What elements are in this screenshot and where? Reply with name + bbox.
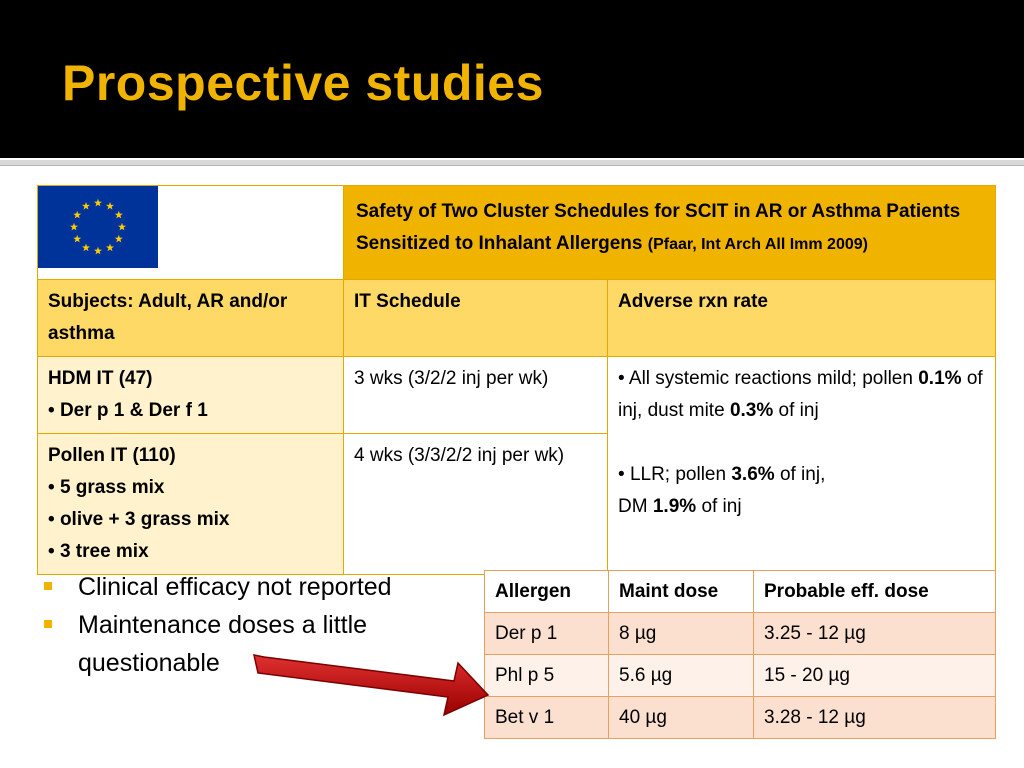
- maint-dose-cell: 40 µg: [608, 696, 754, 739]
- star-icon: [106, 202, 114, 210]
- table-row: Bet v 1 40 µg 3.28 - 12 µg: [484, 696, 996, 739]
- subject-cell: HDM IT (47) • Der p 1 & Der f 1: [37, 356, 344, 434]
- bullet-list: Clinical efficacy not reported Maintenan…: [44, 568, 464, 682]
- table-row: HDM IT (47) • Der p 1 & Der f 1 3 wks (3…: [37, 356, 996, 575]
- schedule-cell: 3 wks (3/2/2 inj per wk): [343, 356, 608, 434]
- star-icon: [70, 222, 78, 231]
- allergen-cell: Phl p 5: [484, 654, 609, 697]
- column-header-adverse: Adverse rxn rate: [607, 279, 996, 357]
- subject-bullet: • olive + 3 grass mix: [48, 509, 230, 530]
- star-icon: [118, 222, 126, 231]
- dose-header-allergen: Allergen: [484, 570, 609, 613]
- schedule-text: 3 wks (3/2/2 inj per wk): [354, 368, 549, 389]
- title-divider: [0, 160, 1024, 166]
- column-header-row: Subjects: Adult, AR and/or asthma IT Sch…: [37, 279, 996, 357]
- subject-cell: Pollen IT (110) • 5 grass mix • olive + …: [37, 433, 344, 575]
- star-icon: [94, 246, 102, 255]
- column-header-subjects: Subjects: Adult, AR and/or asthma: [37, 279, 344, 357]
- subject-bullet: • 3 tree mix: [48, 541, 149, 562]
- slide-title: Prospective studies: [62, 55, 544, 111]
- star-icon: [73, 210, 82, 219]
- allergen-cell: Bet v 1: [484, 696, 609, 739]
- probable-dose-cell: 15 - 20 µg: [753, 654, 996, 697]
- dose-header-probable: Probable eff. dose: [753, 570, 996, 613]
- star-icon: [114, 234, 123, 243]
- study-table: Safety of Two Cluster Schedules for SCIT…: [37, 185, 996, 575]
- star-icon: [73, 234, 82, 243]
- dose-table: Allergen Maint dose Probable eff. dose D…: [484, 570, 996, 739]
- star-icon: [82, 202, 90, 210]
- schedule-cell: 4 wks (3/3/2/2 inj per wk): [343, 433, 608, 575]
- study-title-cell: Safety of Two Cluster Schedules for SCIT…: [343, 185, 996, 280]
- star-icon: [114, 210, 123, 219]
- list-item: Clinical efficacy not reported: [44, 568, 464, 606]
- column-header-schedule: IT Schedule: [343, 279, 608, 357]
- maint-dose-cell: 5.6 µg: [608, 654, 754, 697]
- allergen-cell: Der p 1: [484, 612, 609, 655]
- systemic-reactions-text: • All systemic reactions mild; pollen 0.…: [618, 368, 983, 421]
- subject-label: HDM IT (47): [48, 368, 153, 389]
- adverse-cell: • All systemic reactions mild; pollen 0.…: [607, 356, 996, 575]
- column-header-label: Subjects: Adult, AR and/or asthma: [48, 291, 288, 344]
- schedule-text: 4 wks (3/3/2/2 inj per wk): [354, 445, 565, 466]
- list-item: Maintenance doses a little questionable: [44, 606, 464, 682]
- maint-dose-cell: 8 µg: [608, 612, 754, 655]
- probable-dose-cell: 3.25 - 12 µg: [753, 612, 996, 655]
- table-row: Pollen IT (110) • 5 grass mix • olive + …: [37, 433, 996, 575]
- llr-text: • LLR; pollen 3.6% of inj, DM 1.9% of inj: [618, 464, 826, 517]
- study-table-header-row: Safety of Two Cluster Schedules for SCIT…: [37, 185, 996, 280]
- title-bar: [0, 0, 1024, 158]
- star-icon: [94, 198, 102, 207]
- column-header-label: Adverse rxn rate: [618, 291, 768, 312]
- study-citation: (Pfaar, Int Arch All Imm 2009): [647, 236, 868, 253]
- red-arrow-icon: [253, 654, 490, 717]
- flag-cell: [37, 185, 344, 280]
- probable-dose-cell: 3.28 - 12 µg: [753, 696, 996, 739]
- subject-bullet: • 5 grass mix: [48, 477, 165, 498]
- subject-bullet: • Der p 1 & Der f 1: [48, 400, 208, 421]
- bullet-square-icon: [44, 620, 52, 628]
- star-icon: [82, 243, 90, 252]
- dose-table-header-row: Allergen Maint dose Probable eff. dose: [484, 570, 996, 613]
- eu-flag-icon: [38, 186, 158, 268]
- dose-header-maint: Maint dose: [608, 570, 754, 613]
- bullet-square-icon: [44, 582, 52, 590]
- star-icon: [106, 243, 114, 252]
- table-row: Der p 1 8 µg 3.25 - 12 µg: [484, 612, 996, 655]
- study-title: Safety of Two Cluster Schedules for SCIT…: [356, 201, 961, 254]
- table-row: Phl p 5 5.6 µg 15 - 20 µg: [484, 654, 996, 697]
- subject-label: Pollen IT (110): [48, 445, 176, 466]
- column-header-label: IT Schedule: [354, 291, 461, 312]
